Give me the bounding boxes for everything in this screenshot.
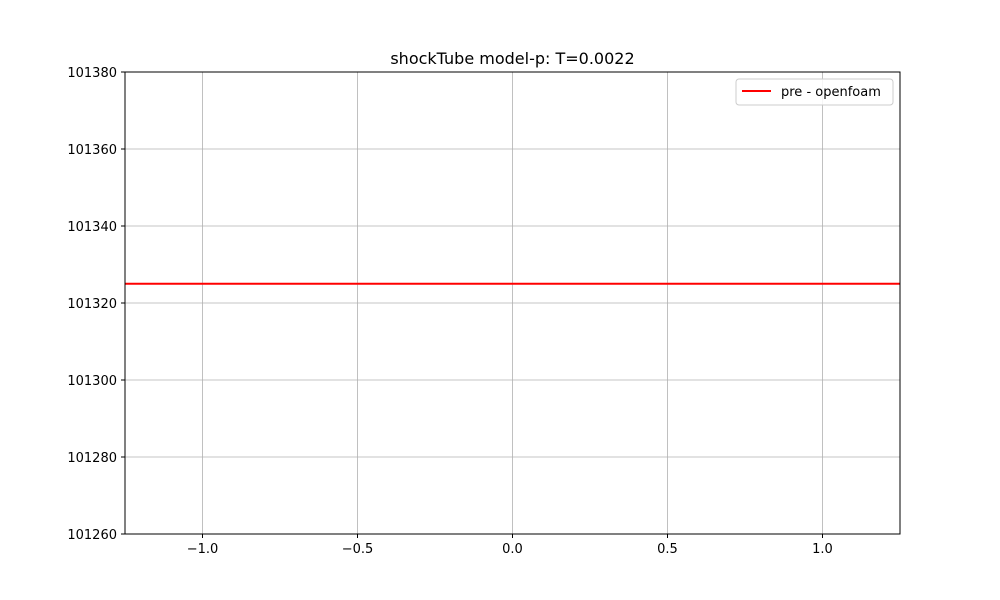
legend-box (735, 78, 894, 106)
y-tick-label: 101260 (67, 528, 117, 543)
chart-title: shockTube model-p: T=0.0022 (390, 49, 634, 68)
grid (125, 71, 900, 535)
y-axis: 101260 101280 101300 101320 101340 101360 1013… (67, 66, 125, 543)
legend-label-pre-openfoam: pre - openfoam (781, 85, 881, 100)
y-tick-label: 101340 (67, 220, 117, 235)
y-tick-label: 101380 (67, 66, 117, 81)
y-tick-label: 101280 (67, 451, 117, 466)
x-tick-label: 1.0 (812, 542, 833, 557)
y-tick-label: 101300 (67, 374, 117, 389)
legend: pre - openfoam (735, 78, 894, 106)
y-tick-label: 101320 (67, 297, 117, 312)
x-tick-label: −1.0 (187, 542, 219, 557)
x-tick-label: 0.5 (657, 542, 678, 557)
x-axis: −1.0 −0.5 0.0 0.5 1.0 (187, 534, 833, 557)
y-tick-label: 101360 (67, 143, 117, 158)
x-tick-label: −0.5 (342, 542, 374, 557)
x-tick-label: 0.0 (502, 542, 523, 557)
